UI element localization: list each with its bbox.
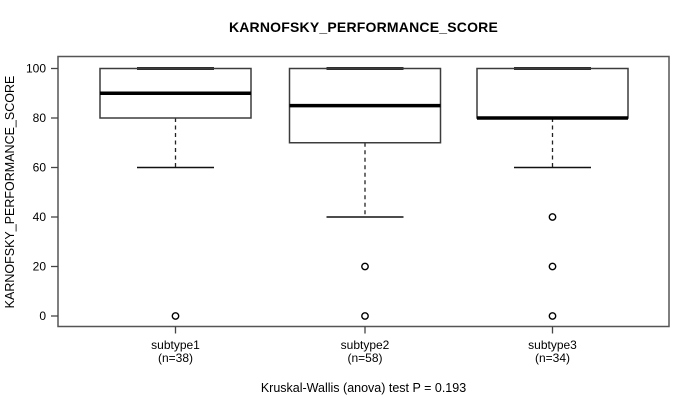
boxplot-subtype1 (99, 67, 252, 320)
x-tick-label: subtype2 (341, 338, 390, 352)
y-tick-label: 0 (39, 309, 46, 323)
plot-frame (57, 55, 670, 328)
outlier-point (548, 262, 557, 271)
outlier-point (548, 312, 557, 320)
x-axis: subtype1(n=38) subtype2(n=58) subtype3(n=3… (151, 326, 577, 365)
y-axis-label: KARNOFSKY_PERFORMANCE_SCORE (3, 76, 17, 309)
iqr-box (476, 67, 629, 119)
boxplot-subtype3 (476, 67, 629, 320)
y-tick-label: 20 (33, 260, 47, 274)
stat-test-footer: Kruskal-Wallis (anova) test P = 0.193 (261, 381, 466, 395)
outlier-point (361, 262, 369, 271)
x-tick-label: subtype3 (528, 338, 577, 352)
y-axis: 0 20 40 60 80 100 (26, 62, 58, 323)
x-tick-label: subtype1 (151, 338, 200, 352)
boxplot-subtype2 (288, 67, 442, 320)
y-tick-label: 60 (33, 161, 47, 175)
outlier-point (361, 312, 369, 320)
outlier-point (171, 312, 180, 320)
y-tick-label: 40 (33, 210, 47, 224)
y-tick-label: 80 (33, 111, 47, 125)
plot-area: 0 20 40 60 80 100 subtype1(n=38) subtype2(n=58)… (26, 55, 670, 365)
x-tick-sublabel: (n=34) (535, 351, 570, 365)
x-tick-sublabel: (n=38) (158, 351, 193, 365)
y-tick-label: 100 (26, 62, 46, 76)
x-tick-sublabel: (n=58) (347, 351, 382, 365)
chart-title: KARNOFSKY_PERFORMANCE_SCORE (229, 19, 498, 35)
outlier-point (548, 213, 557, 221)
